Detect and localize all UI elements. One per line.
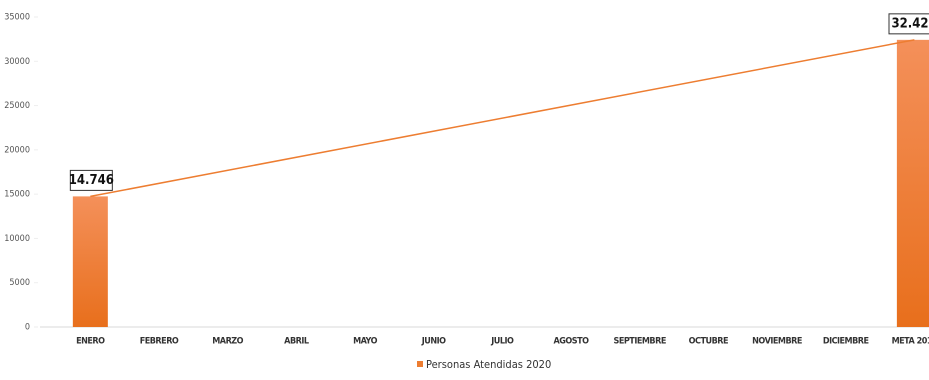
value-label-box bbox=[69, 169, 113, 191]
y-tick-label: 5000 bbox=[9, 278, 30, 288]
value-label-box bbox=[888, 13, 929, 35]
x-tick-label: META 2018 bbox=[892, 337, 929, 347]
x-tick-label: ENERO bbox=[76, 337, 105, 347]
x-tick-label: NOVIEMBRE bbox=[752, 337, 802, 347]
bar bbox=[72, 196, 108, 327]
trend-line bbox=[90, 39, 915, 198]
value-label: 32.42 bbox=[892, 16, 929, 31]
bar bbox=[896, 39, 929, 327]
legend-swatch bbox=[417, 361, 423, 367]
y-tick-label: 35000 bbox=[4, 13, 30, 23]
x-tick-label: OCTUBRE bbox=[689, 337, 728, 347]
x-tick-label: MAYO bbox=[353, 337, 378, 347]
x-tick-label: AGOSTO bbox=[554, 337, 590, 347]
x-tick-label: JUNIO bbox=[421, 337, 446, 347]
y-tick-label: 20000 bbox=[4, 145, 30, 155]
x-tick-label: ABRIL bbox=[284, 337, 309, 347]
x-tick-label: SEPTIEMBRE bbox=[614, 337, 666, 347]
value-label: 14.746 bbox=[69, 173, 114, 188]
legend-label: Personas Atendidas 2020 bbox=[426, 358, 551, 371]
x-tick-label: MARZO bbox=[212, 337, 243, 347]
x-tick-label: JULIO bbox=[490, 337, 514, 347]
y-tick-label: 30000 bbox=[4, 57, 30, 67]
x-tick-label: FEBRERO bbox=[140, 337, 179, 347]
y-tick-label: 15000 bbox=[4, 190, 30, 200]
x-tick-label: DICIEMBRE bbox=[823, 337, 869, 347]
y-tick-label: 0 bbox=[25, 323, 30, 333]
y-tick-label: 25000 bbox=[4, 101, 30, 111]
y-tick-label: 10000 bbox=[4, 234, 30, 244]
